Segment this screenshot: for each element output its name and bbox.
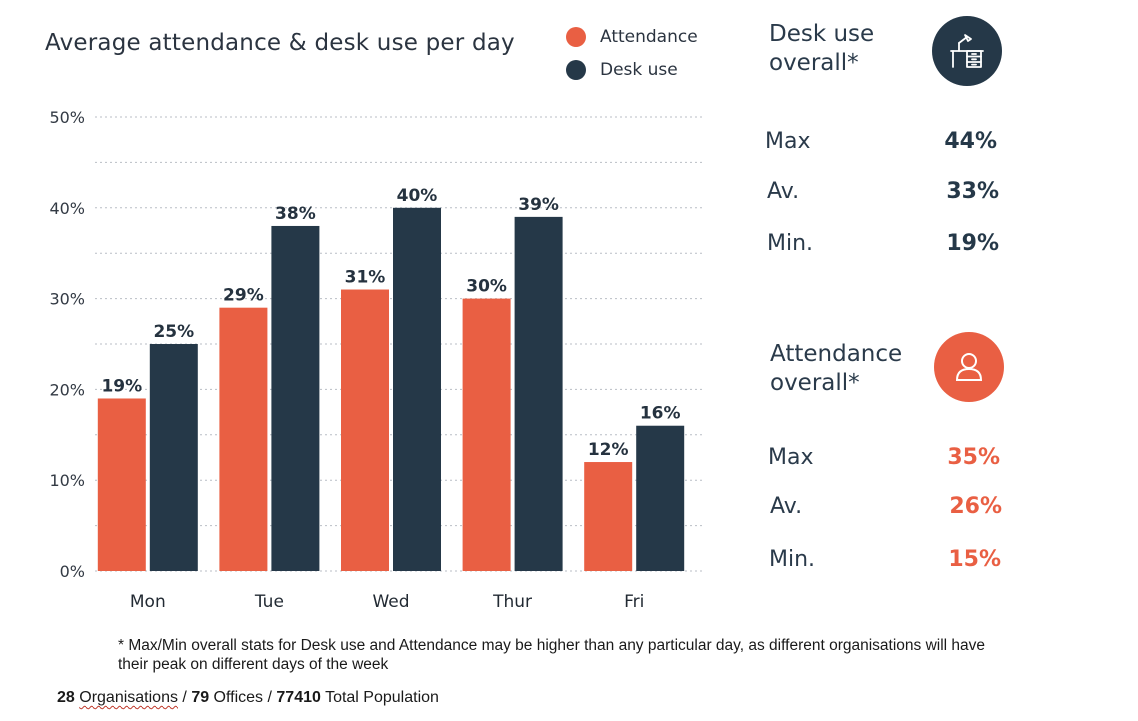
- desk-stat-min: Min. 19%: [767, 231, 999, 256]
- bar-desk-use: [636, 425, 685, 571]
- desk-stat-average-label: Av.: [767, 179, 800, 204]
- attendance-stat-min-value: 15%: [948, 547, 1001, 572]
- data-label-desk-use: 38%: [275, 204, 316, 224]
- x-category-label: Fri: [624, 592, 644, 612]
- data-label-desk-use: 40%: [397, 186, 438, 206]
- organisations-count: 28: [57, 689, 75, 706]
- legend-label-attendance: Attendance: [600, 26, 698, 47]
- attendance-heading-line2: overall*: [770, 370, 860, 396]
- bar-attendance: [462, 298, 511, 571]
- bar-attendance: [97, 398, 146, 571]
- legend-label-desk-use: Desk use: [600, 59, 678, 80]
- x-category-label: Wed: [372, 592, 409, 612]
- desk-stat-max-value: 44%: [944, 129, 997, 154]
- organisations-label: Organisations: [79, 689, 178, 706]
- chart-legend: Attendance Desk use: [566, 20, 698, 86]
- data-label-attendance: 29%: [223, 286, 264, 306]
- attendance-heading: Attendance overall*: [770, 340, 902, 398]
- desk-stat-average-value: 33%: [946, 179, 999, 204]
- data-label-attendance: 30%: [466, 277, 507, 297]
- attendance-stat-min: Min. 15%: [769, 547, 1001, 572]
- bar-desk-use: [271, 225, 320, 571]
- desk-stat-average: Av. 33%: [767, 179, 999, 204]
- desk-stat-min-label: Min.: [767, 231, 814, 256]
- attendance-stat-min-label: Min.: [769, 547, 816, 572]
- footnote: * Max/Min overall stats for Desk use and…: [118, 637, 986, 673]
- bar-desk-use: [149, 344, 198, 571]
- bar-attendance: [219, 307, 268, 571]
- attendance-stat-average-value: 26%: [949, 494, 1002, 519]
- desk-use-heading-line2: overall*: [769, 50, 859, 76]
- data-label-desk-use: 16%: [640, 404, 681, 424]
- attendance-stat-average: Av. 26%: [770, 494, 1002, 519]
- data-label-attendance: 12%: [588, 440, 629, 460]
- population-count: 77410: [276, 689, 321, 706]
- x-category-label: Mon: [130, 592, 166, 612]
- offices-count: 79: [191, 689, 210, 706]
- desk-stat-max: Max 44%: [765, 129, 997, 154]
- chart-title: Average attendance & desk use per day: [45, 30, 515, 56]
- y-tick-label: 40%: [49, 199, 85, 218]
- y-tick-label: 20%: [49, 380, 85, 399]
- bar-chart: 0% 10% 20% 30% 40% 50% 19% 25% Mon 29% 38% Tue 31% 40…: [49, 108, 703, 612]
- bar-desk-use: [393, 207, 441, 572]
- desk-stat-min-value: 19%: [946, 231, 999, 256]
- summary-separator: /: [263, 689, 277, 706]
- person-icon: [934, 332, 1004, 402]
- desk-use-heading-line1: Desk use: [769, 21, 875, 47]
- desk-icon: [932, 16, 1002, 86]
- desk-use-heading: Desk use overall*: [769, 20, 874, 78]
- y-tick-label: 10%: [49, 471, 85, 490]
- legend-item-desk-use: Desk use: [566, 53, 698, 86]
- attendance-stat-average-label: Av.: [770, 494, 803, 519]
- offices-label: Offices: [209, 689, 264, 706]
- y-tick-label: 0%: [60, 562, 85, 581]
- data-label-attendance: 31%: [345, 268, 386, 288]
- attendance-stat-max: Max 35%: [768, 445, 1000, 470]
- attendance-stat-max-label: Max: [768, 445, 814, 470]
- y-tick-label: 30%: [49, 290, 85, 309]
- summary-line: 28 Organisations / 79 Offices / 77410 To…: [57, 689, 439, 707]
- x-category-label: Tue: [254, 592, 284, 612]
- bar-desk-use: [514, 216, 563, 571]
- y-tick-label: 50%: [49, 108, 85, 127]
- data-label-attendance: 19%: [101, 376, 142, 396]
- attendance-heading-line1: Attendance: [770, 341, 903, 367]
- legend-item-attendance: Attendance: [566, 20, 698, 53]
- legend-swatch-attendance: [566, 26, 586, 47]
- data-label-desk-use: 39%: [518, 195, 559, 215]
- x-category-label: Thur: [492, 592, 532, 612]
- bar-attendance: [584, 462, 633, 571]
- legend-swatch-desk-use: [566, 59, 586, 80]
- bar-attendance: [341, 289, 389, 571]
- data-label-desk-use: 25%: [153, 322, 194, 342]
- population-label: Total Population: [320, 689, 439, 706]
- desk-stat-max-label: Max: [765, 129, 811, 154]
- summary-separator: /: [177, 689, 192, 706]
- attendance-stat-max-value: 35%: [947, 445, 1000, 470]
